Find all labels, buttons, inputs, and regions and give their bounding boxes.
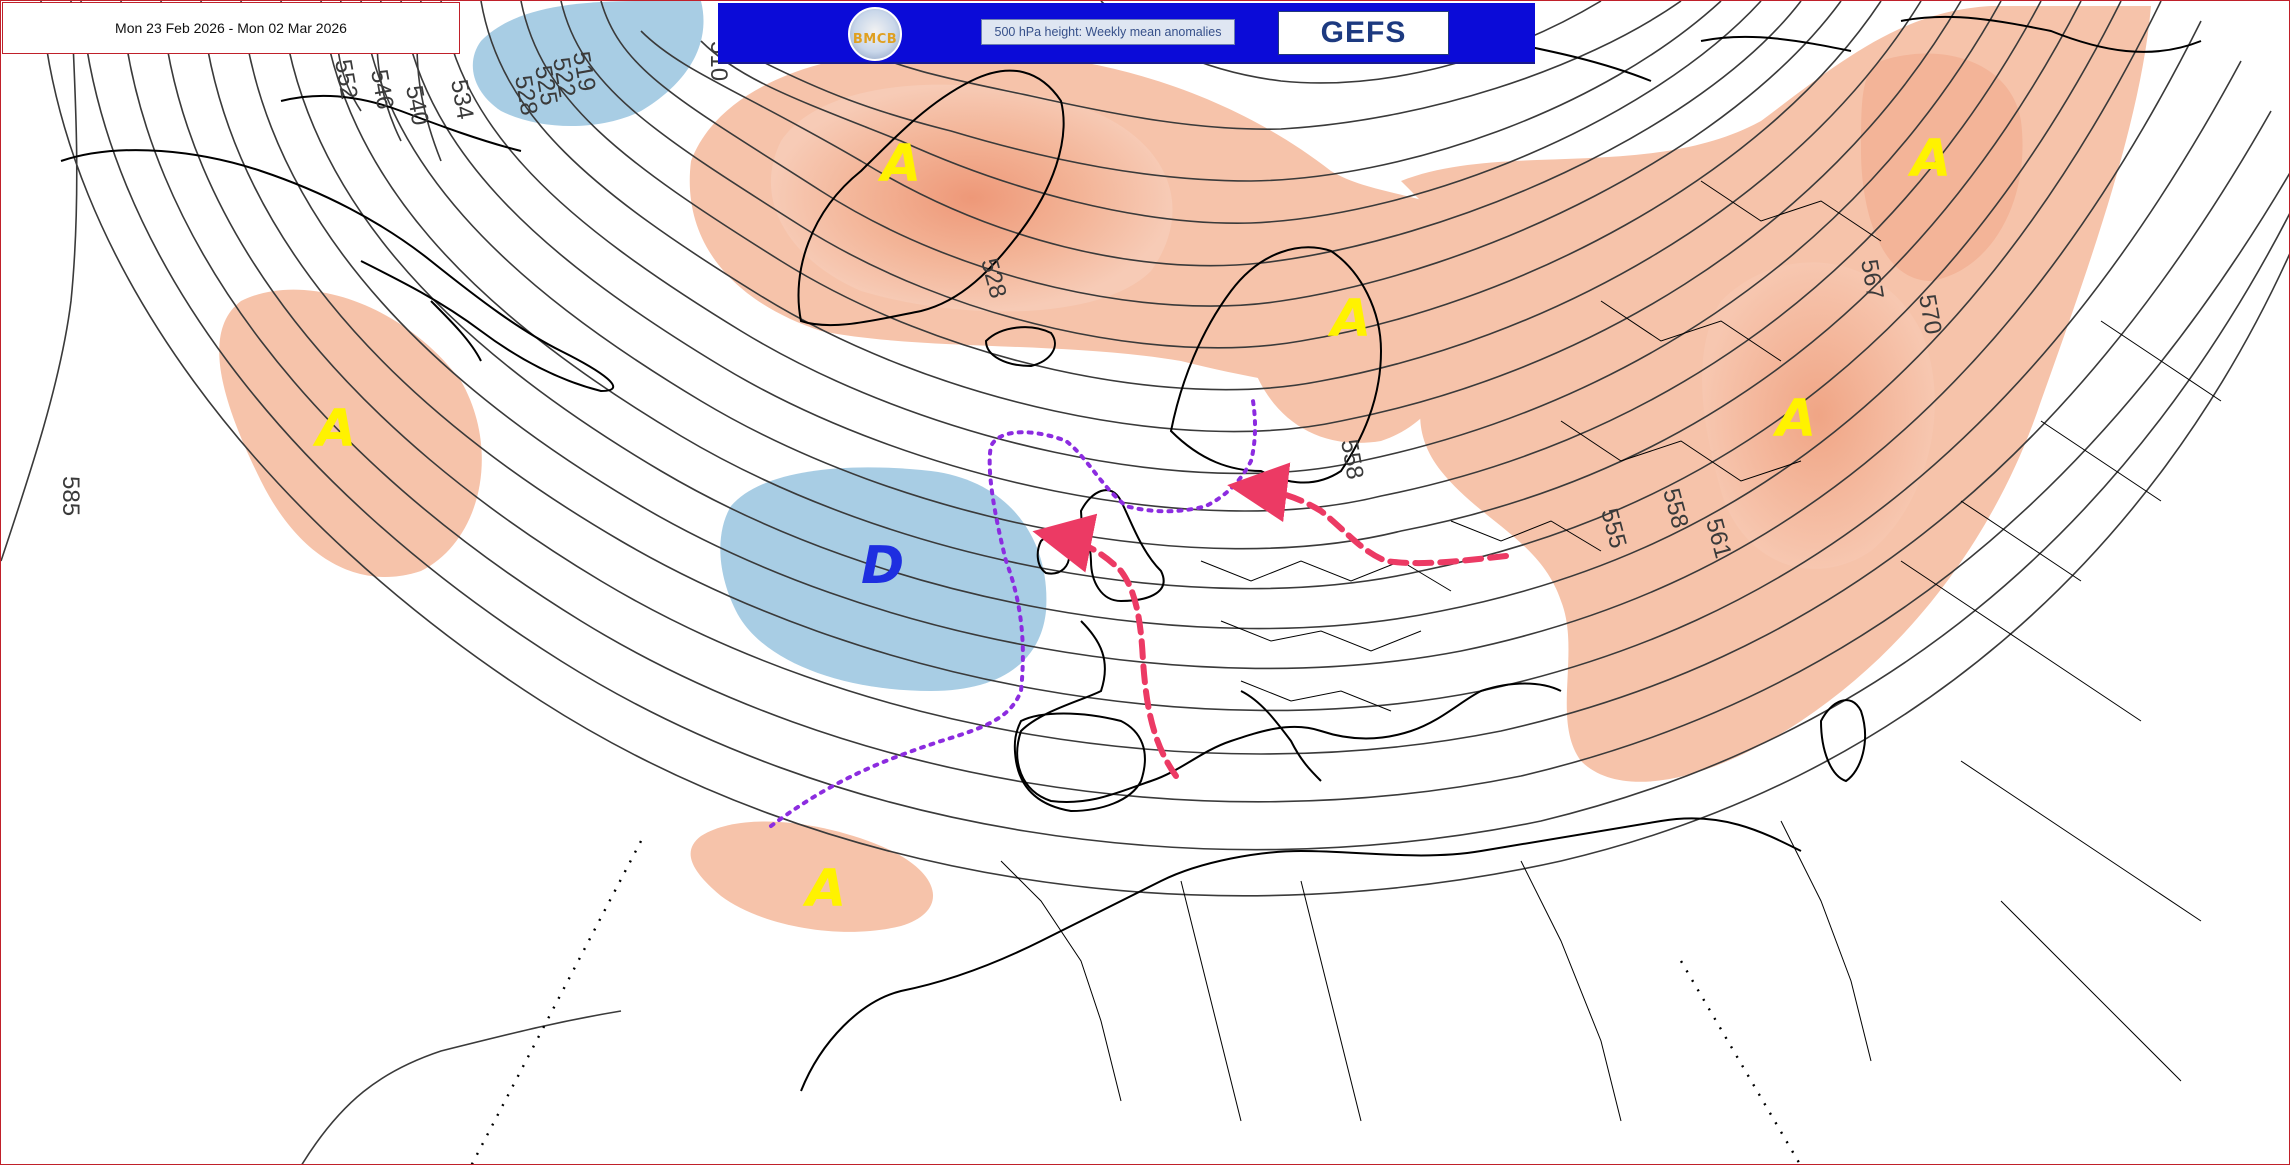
high-anomaly-marker: A [1907,129,1951,189]
contour-label: 546 [365,67,399,111]
low-anomaly-marker: D [861,536,904,596]
map-subtitle: 500 hPa height: Weekly mean anomalies [981,19,1235,45]
canada-coast [60,94,615,393]
graticule [470,840,1802,1164]
negative-anomaly-atlantic [720,467,1047,691]
italy-coast [1240,690,1322,782]
anomaly-markers: A A A A A A D [312,129,1951,919]
contour-label: 552 [329,57,363,101]
contour-line [520,1,1922,391]
flow-arrow-iberia [1032,513,1179,779]
model-name: GEFS [1278,11,1449,55]
contour-line [700,1,1762,224]
contour-label: 540 [400,83,434,127]
high-anomaly-marker: A [1327,289,1371,349]
positive-anomaly-greenland-core [770,84,1173,312]
contour-line [600,1,1842,307]
contour-line [1,1,78,562]
high-anomaly-marker: A [1772,389,1816,449]
contour-line [840,1,1682,130]
flow-arrow-russia [1227,462,1509,567]
contour-line [40,1,2289,897]
high-anomaly-marker: A [802,859,846,919]
contour-label: 585 [57,476,84,516]
contour-line [400,1,2042,512]
contour-line [360,1,2082,550]
positive-anomaly-pacific [219,289,482,577]
contour-line [440,1,2002,475]
high-anomaly-marker: A [312,399,356,459]
border-lines [1900,320,2222,1082]
bmcb-logo-icon: BMCB [848,7,902,61]
contour-line [240,1,2202,670]
contour-line [480,1,1962,433]
caspian-coast [1819,699,1867,783]
positive-anomaly-azores [690,821,934,932]
contour-line [280,1,2162,630]
contour-line [760,1,1722,182]
contour-line [120,1,2289,803]
flow-arrows [1032,462,1509,779]
contour-line [560,1,1882,349]
date-range-label: Mon 23 Feb 2026 - Mon 02 Mar 2026 [2,2,460,54]
contour-label: 534 [445,77,479,121]
contour-line [640,1,1802,267]
high-anomaly-marker: A [877,134,921,194]
contour-label: 558 [1335,437,1369,481]
border-lines [1000,180,1882,1122]
iceland-coast [984,326,1056,368]
contour-line [80,1,2289,851]
europe-coast [1016,620,1562,803]
iberia-coast [1013,712,1146,813]
africa-coast [800,817,1802,1092]
contour-line [160,1,2272,755]
trough-axis [769,399,1258,828]
header-banner: BMCB 500 hPa height: Weekly mean anomali… [718,3,1535,64]
positive-anomaly-scandinavia [1239,237,1453,443]
logo-text: BMCB [852,31,898,47]
contour-line [320,1,2122,590]
greenland-coast [797,69,1065,327]
british-isles-coast [1036,489,1165,603]
meridian-line [470,840,643,1164]
country-borders [1000,180,2222,1122]
contour-line [200,1,2242,712]
meridian-line [1679,960,1802,1164]
contour-line [301,1010,622,1164]
anomaly-shading [219,1,2151,932]
